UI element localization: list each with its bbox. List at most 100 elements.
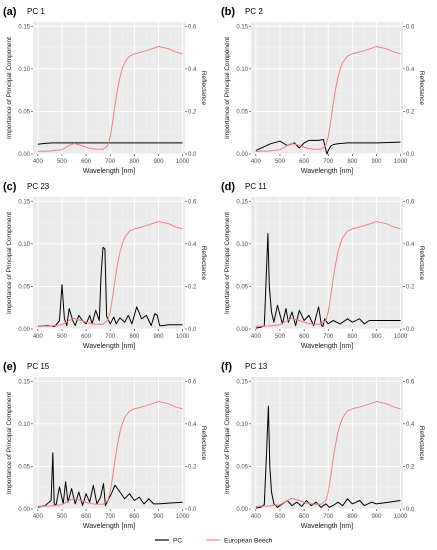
legend-label: European Beech bbox=[224, 538, 273, 545]
x-tick-label: 600 bbox=[299, 514, 310, 520]
y-tick-label: 0.00 bbox=[18, 507, 30, 513]
beech-reflectance-line bbox=[255, 401, 401, 507]
y-tick-label: 0.05 bbox=[236, 464, 248, 470]
x-tick-label: 1000 bbox=[394, 159, 408, 165]
y-tick-label: 0.10 bbox=[236, 67, 248, 73]
plot-background bbox=[33, 197, 185, 329]
x-axis-title: Wavelength [nm] bbox=[83, 523, 135, 530]
panel-tag: (f) bbox=[221, 361, 232, 373]
y-tick-label: 0.15 bbox=[18, 379, 30, 385]
y-axis-title: Importance of Principal Component bbox=[224, 212, 231, 314]
x-axis-title: Wavelength [nm] bbox=[301, 523, 353, 530]
x-tick-label: 800 bbox=[129, 159, 140, 165]
y-axis-title-right: Reflectance bbox=[200, 426, 207, 461]
x-tick-label: 800 bbox=[129, 334, 140, 340]
y-tick-label: 0.05 bbox=[18, 464, 30, 470]
x-tick-label: 500 bbox=[57, 514, 68, 520]
beech-reflectance-line bbox=[255, 46, 401, 152]
y-axis-title: Importance of Principal Component bbox=[224, 392, 231, 494]
panel-title: PC 1 bbox=[27, 7, 45, 16]
x-tick-label: 700 bbox=[105, 334, 116, 340]
x-tick-label: 700 bbox=[323, 334, 334, 340]
y-tick-label-right: 0.6 bbox=[188, 199, 197, 205]
y-tick-label: 0.10 bbox=[18, 422, 30, 428]
beech-reflectance-line bbox=[37, 221, 183, 327]
panel-title: PC 13 bbox=[245, 362, 268, 371]
x-tick-label: 400 bbox=[33, 334, 44, 340]
y-tick-label: 0.00 bbox=[236, 327, 248, 333]
panel-title: PC 2 bbox=[245, 7, 263, 16]
x-tick-label: 700 bbox=[323, 159, 334, 165]
x-tick-label: 700 bbox=[105, 159, 116, 165]
y-axis-title-right: Reflectance bbox=[200, 71, 207, 106]
y-tick-label: 0.15 bbox=[236, 379, 248, 385]
x-tick-label: 500 bbox=[57, 159, 68, 165]
y-tick-label-right: 0.6 bbox=[188, 24, 197, 30]
y-tick-label: 0.10 bbox=[18, 242, 30, 248]
x-tick-label: 400 bbox=[33, 159, 44, 165]
plot-background bbox=[33, 377, 185, 509]
plot-background bbox=[251, 197, 403, 329]
pc-line bbox=[37, 142, 183, 145]
x-tick-label: 600 bbox=[299, 159, 310, 165]
x-tick-label: 900 bbox=[371, 159, 382, 165]
chart-panel-4: 400 500 600 700 800 900 1000 0.00 0.05 0.10 0.15 0.… bbox=[221, 181, 425, 350]
x-tick-label: 900 bbox=[371, 514, 382, 520]
y-tick-label-right: 0.4 bbox=[188, 242, 197, 248]
beech-reflectance-line bbox=[37, 401, 183, 507]
x-tick-label: 600 bbox=[299, 334, 310, 340]
legend-label: PC bbox=[173, 538, 182, 545]
y-tick-label-right: 0.4 bbox=[188, 422, 197, 428]
y-axis-title: Importance of Principal Component bbox=[224, 37, 231, 139]
pc-line bbox=[255, 233, 401, 329]
panel-title: PC 11 bbox=[245, 182, 267, 191]
y-tick-label-right: 0.6 bbox=[406, 379, 415, 385]
y-tick-label: 0.05 bbox=[236, 284, 248, 290]
x-tick-label: 400 bbox=[251, 159, 262, 165]
y-tick-label: 0.15 bbox=[18, 24, 30, 30]
y-tick-label-right: 0.2 bbox=[406, 109, 415, 115]
plot-background bbox=[251, 22, 403, 154]
pc-line bbox=[255, 405, 401, 509]
y-tick-label-right: 0.6 bbox=[188, 379, 197, 385]
x-tick-label: 800 bbox=[347, 159, 358, 165]
y-tick-label-right: 0.0 bbox=[188, 152, 197, 158]
x-tick-label: 1000 bbox=[394, 514, 408, 520]
y-tick-label: 0.10 bbox=[18, 67, 30, 73]
x-tick-label: 500 bbox=[57, 334, 68, 340]
y-tick-label: 0.05 bbox=[18, 109, 30, 115]
y-tick-label: 0.10 bbox=[236, 242, 248, 248]
x-tick-label: 600 bbox=[81, 334, 92, 340]
x-tick-label: 1000 bbox=[176, 334, 190, 340]
x-tick-label: 800 bbox=[347, 334, 358, 340]
y-axis-title: Importance of Principal Component bbox=[6, 37, 13, 139]
plot-background bbox=[33, 22, 185, 154]
x-tick-label: 900 bbox=[153, 159, 164, 165]
y-axis-title: Importance of Principal Component bbox=[6, 392, 13, 494]
x-axis-title: Wavelength [nm] bbox=[83, 168, 135, 175]
chart-panel-6: 400 500 600 700 800 900 1000 0.00 0.05 0.10 0.15 0.… bbox=[221, 361, 425, 530]
y-tick-label-right: 0.0 bbox=[406, 152, 415, 158]
x-tick-label: 900 bbox=[371, 334, 382, 340]
y-tick-label-right: 0.0 bbox=[188, 327, 197, 333]
x-axis-title: Wavelength [nm] bbox=[83, 343, 135, 350]
x-tick-label: 700 bbox=[105, 514, 116, 520]
y-tick-label: 0.15 bbox=[236, 199, 248, 205]
y-tick-label: 0.05 bbox=[18, 284, 30, 290]
x-tick-label: 500 bbox=[275, 334, 286, 340]
x-tick-label: 1000 bbox=[394, 334, 408, 340]
x-tick-label: 600 bbox=[81, 514, 92, 520]
y-tick-label-right: 0.0 bbox=[188, 507, 197, 513]
panel-tag: (c) bbox=[3, 181, 17, 193]
y-tick-label-right: 0.2 bbox=[406, 464, 415, 470]
panel-tag: (a) bbox=[3, 6, 17, 18]
x-tick-label: 500 bbox=[275, 514, 286, 520]
legend: PC European Beech bbox=[155, 538, 273, 545]
y-tick-label: 0.00 bbox=[236, 507, 248, 513]
chart-panel-1: 400 500 600 700 800 900 1000 0.00 0.05 0.10 0.15 0.… bbox=[3, 6, 207, 175]
y-tick-label: 0.15 bbox=[18, 199, 30, 205]
beech-reflectance-line bbox=[37, 46, 183, 152]
panel-tag: (d) bbox=[221, 181, 235, 193]
x-tick-label: 1000 bbox=[176, 159, 190, 165]
